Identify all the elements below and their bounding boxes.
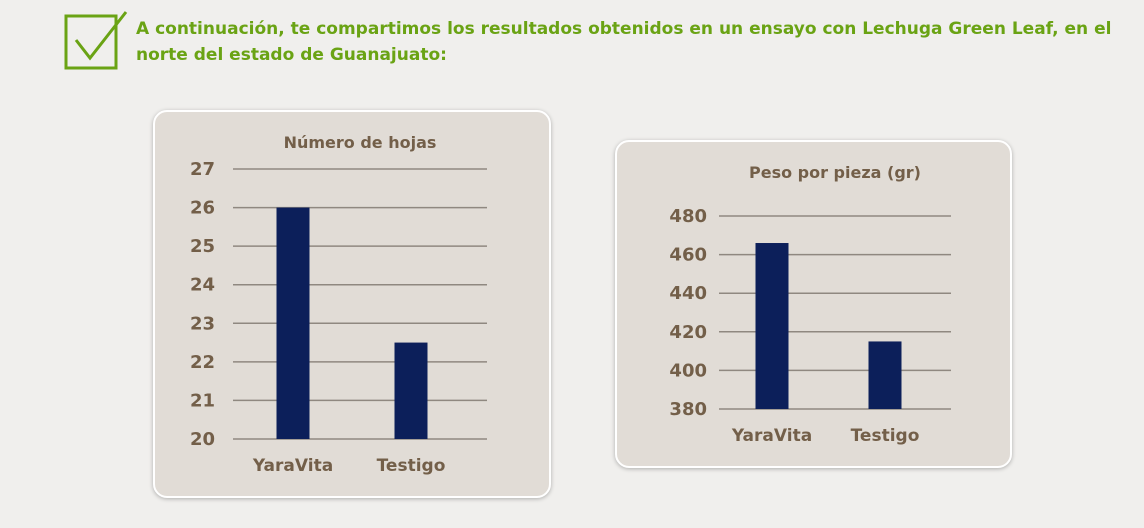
y-tick-label: 480 xyxy=(669,206,707,227)
chart-panel-peso-por-pieza: Peso por pieza (gr) 380 400 420 440 460 480 Yar… xyxy=(615,140,1012,468)
y-tick-label: 22 xyxy=(190,352,215,373)
x-category-label: YaraVita xyxy=(731,426,812,446)
bar-yaravita xyxy=(755,243,789,409)
bar-testigo xyxy=(868,341,902,409)
y-tick-label: 27 xyxy=(190,159,215,180)
chart-panel-numero-de-hojas: Número de hojas 20 21 22 23 24 25 26 27 YaraVita T… xyxy=(153,110,551,498)
y-tick-label: 380 xyxy=(669,399,707,420)
y-tick-label: 26 xyxy=(190,198,215,219)
x-category-label: Testigo xyxy=(377,456,446,476)
y-tick-label: 21 xyxy=(190,390,215,411)
y-tick-label: 23 xyxy=(190,313,215,334)
intro-text: A continuación, te compartimos los resul… xyxy=(136,19,1112,65)
bar-testigo xyxy=(394,342,428,439)
bar-chart-numero-de-hojas: Número de hojas 20 21 22 23 24 25 26 27 YaraVita T… xyxy=(190,133,487,476)
y-tick-label: 20 xyxy=(190,429,215,450)
y-tick-label: 440 xyxy=(669,283,707,304)
bar-chart-peso-por-pieza: Peso por pieza (gr) 380 400 420 440 460 480 Yar… xyxy=(669,163,951,446)
y-tick-label: 25 xyxy=(190,236,215,257)
header: A continuación, te compartimos los resul… xyxy=(64,10,1134,72)
y-tick-label: 460 xyxy=(669,245,707,266)
x-category-label: YaraVita xyxy=(252,456,333,476)
y-tick-label: 400 xyxy=(669,360,707,381)
x-category-label: Testigo xyxy=(851,426,920,446)
y-tick-label: 420 xyxy=(669,322,707,343)
y-tick-label: 24 xyxy=(190,275,215,296)
chart-title: Peso por pieza (gr) xyxy=(749,163,921,182)
bar-yaravita xyxy=(276,207,310,439)
checkbox-checked-icon xyxy=(64,11,128,70)
chart-title: Número de hojas xyxy=(284,133,437,152)
